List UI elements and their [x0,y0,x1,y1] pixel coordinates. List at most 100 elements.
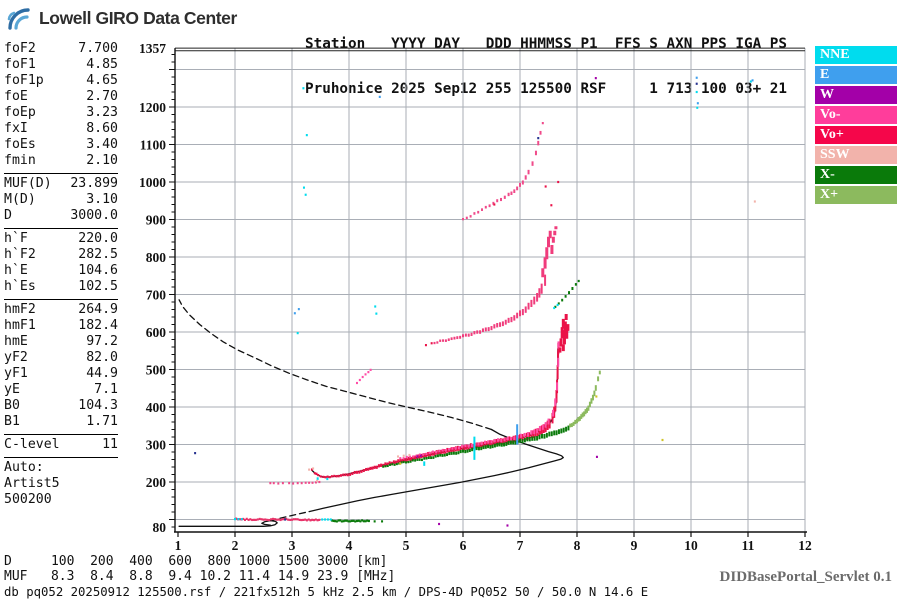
series-salmon-specks [308,200,756,482]
giro-logo: Lowell GIRO Data Center [6,5,237,32]
param-row: h`F 220.0 [4,231,118,247]
param-group: hmF2 264.9 hmF1 182.4 hmE 97.2 yF2 82.0 yF1 44.9 y… [4,299,118,434]
param-row: C-level 11 [4,437,118,453]
svg-text:3: 3 [289,538,296,553]
param-label: B1 [4,414,20,429]
param-label: 500200 [4,492,52,507]
param-value: 264.9 [78,302,118,317]
svg-text:700: 700 [146,288,167,303]
parameters-panel: foF2 7.700 foF1 4.85 foF1p 4.65 foE 2.70 foEp 3.2… [4,39,118,512]
series-second-hop-x [554,279,580,308]
param-row: foE 2.70 [4,89,118,105]
logo-text: Lowell GIRO Data Center [39,8,237,28]
param-value: 3.23 [86,105,118,120]
param-label: hmE [4,334,28,349]
param-group: C-level 11 [4,434,118,457]
series-second-hop-o [433,274,547,345]
svg-text:900: 900 [146,213,167,228]
legend-item-x: X- [815,166,897,184]
param-row: fxI 8.60 [4,121,118,137]
svg-text:300: 300 [146,438,167,453]
svg-text:1357: 1357 [139,41,166,56]
param-value: 220.0 [78,231,118,246]
param-value: 11 [102,437,118,452]
svg-text:6: 6 [460,538,467,553]
svg-text:600: 600 [146,325,167,340]
param-row: foEp 3.23 [4,105,118,121]
status-line: db pq052 20250912 125500.rsf / 221fx512h… [4,585,649,599]
param-row: Auto: [4,460,118,476]
param-label: h`F [4,231,28,246]
param-row: foF1 4.85 [4,57,118,73]
legend-item-ssw: SSW [815,146,897,164]
axes [169,48,807,537]
param-label: foEs [4,137,36,152]
param-row: fmin 2.10 [4,153,118,169]
series-cyan-specks [234,80,752,521]
param-row: h`E 104.6 [4,263,118,279]
param-row: foF2 7.700 [4,41,118,57]
series-yellow-specks [399,395,664,465]
legend-item-vo: Vo+ [815,126,897,144]
ionogram-plot: 1357120011001000900800700600500400300200… [139,41,812,553]
param-label: foE [4,89,28,104]
param-label: yE [4,382,20,397]
series-x-trace [382,425,570,468]
param-row: MUF(D) 23.899 [4,176,118,192]
series-navy-specks [194,82,698,521]
series-es-strays-green [373,520,384,523]
header-values-line: Pruhonice 2025 Sep12 255 125500 RSF 1 71… [305,81,788,97]
param-label: yF2 [4,350,28,365]
param-label: foF2 [4,41,36,56]
servlet-version-label: DIDBasePortal_Servlet 0.1 [719,569,892,585]
svg-text:400: 400 [146,400,167,415]
profile-and-fit-curves [178,299,564,527]
svg-text:7: 7 [517,538,524,553]
param-label: B0 [4,398,20,413]
param-value: 2.70 [86,89,118,104]
param-label: yF1 [4,366,28,381]
legend-item-w: W [815,86,897,104]
param-row: hmF1 182.4 [4,318,118,334]
series-es-trace-pink [235,517,321,522]
param-row: hmF2 264.9 [4,302,118,318]
param-value: 182.4 [78,318,118,333]
param-value: 3000.0 [70,208,118,223]
param-value: 102.5 [78,279,118,294]
param-value: 8.60 [86,121,118,136]
param-row: M(D) 3.10 [4,192,118,208]
param-value: 3.40 [86,137,118,152]
logo-wave-icon [7,8,30,30]
param-label: M(D) [4,192,36,207]
series-red-specks [424,180,560,347]
param-value: 104.6 [78,263,118,278]
param-group: h`F 220.0 h`F2 282.5 h`E 104.6 h`Es 102.5 [4,228,118,299]
param-value: 7.700 [78,41,118,56]
legend-item-x: X+ [815,186,897,204]
profile-e-bottom [178,519,278,527]
legend-item-e: E [815,66,897,84]
series-o-asymptote-cluster [558,314,570,353]
series-mid-spread-streak [355,368,372,385]
param-value: 44.9 [86,366,118,381]
param-row: foF1p 4.65 [4,73,118,89]
svg-text:4: 4 [346,538,353,553]
svg-text:1200: 1200 [139,100,166,115]
svg-text:8: 8 [574,538,581,553]
param-label: h`E [4,263,28,278]
svg-text:5: 5 [403,538,410,553]
param-label: C-level [4,437,60,452]
param-label: h`Es [4,279,36,294]
param-value: 7.1 [94,382,118,397]
param-row: 500200 [4,492,118,508]
param-label: Auto: [4,460,44,475]
param-group: MUF(D) 23.899 M(D) 3.10 D 3000.0 [4,173,118,228]
param-group: Auto: Artist5 500200 [4,457,118,512]
param-group: foF2 7.700 foF1 4.85 foF1p 4.65 foE 2.70 foEp 3.2… [4,39,118,173]
svg-text:11: 11 [742,538,755,553]
svg-text:1: 1 [175,538,182,553]
svg-text:500: 500 [146,363,167,378]
svg-text:2: 2 [232,538,239,553]
param-value: 82.0 [86,350,118,365]
param-label: Artist5 [4,476,60,491]
